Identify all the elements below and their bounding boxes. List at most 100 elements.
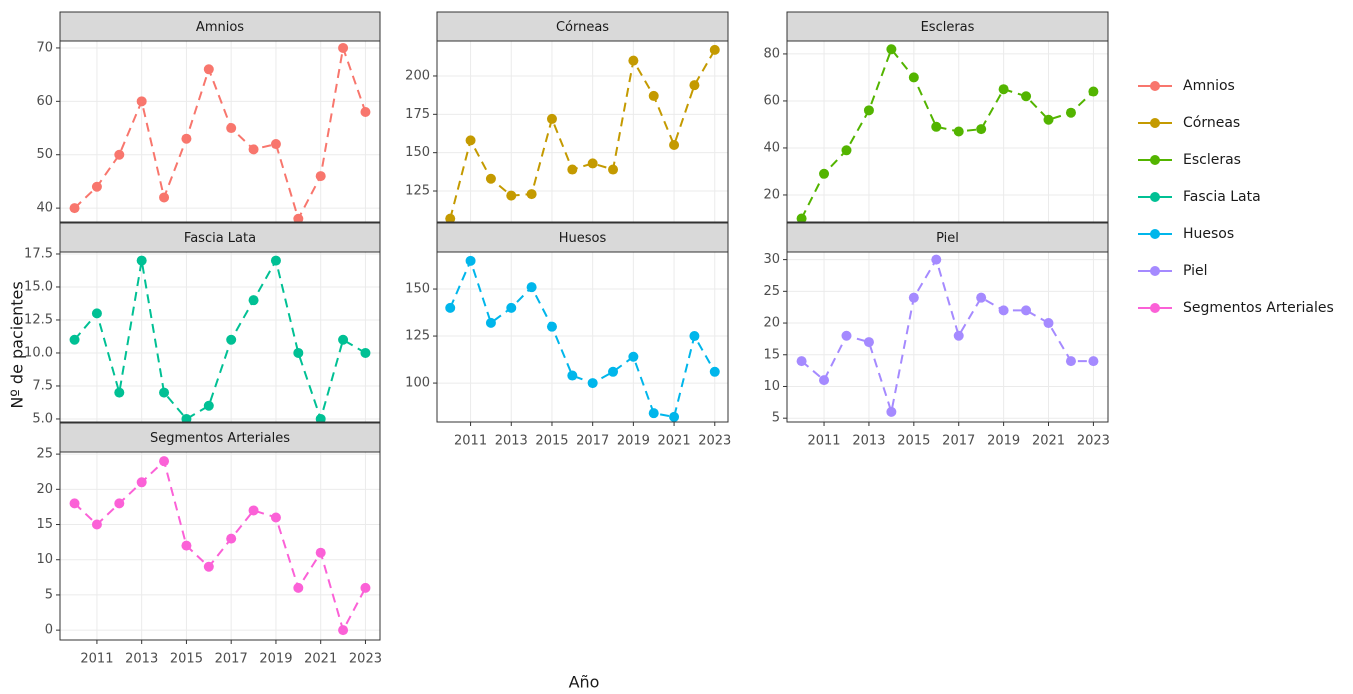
point [908, 72, 919, 83]
point [709, 44, 720, 55]
point [1088, 356, 1099, 367]
y-tick-label: 15.0 [24, 279, 53, 294]
y-tick-label: 100 [405, 376, 430, 391]
point [796, 213, 807, 224]
point [248, 505, 259, 516]
strip [59, 222, 381, 253]
strip-label: Fascia Lata [184, 231, 256, 246]
y-tick-label: 125 [405, 184, 430, 199]
point [91, 519, 102, 530]
x-tick-label: 2013 [125, 652, 158, 667]
x-tick-label: 2013 [495, 434, 528, 449]
y-tick-label: 175 [405, 107, 430, 122]
point [886, 44, 897, 55]
y-tick-label: 40 [763, 140, 780, 155]
point [648, 408, 659, 419]
x-tick-label: 2021 [658, 434, 691, 449]
point [998, 305, 1009, 316]
point [181, 133, 192, 144]
point [360, 347, 371, 358]
point [908, 292, 919, 303]
point [863, 337, 874, 348]
legend-point [1150, 192, 1160, 202]
strip [436, 222, 729, 253]
point [689, 80, 700, 91]
strip-label: Piel [936, 231, 959, 246]
y-axis-title: Nº de pacientes [8, 281, 27, 408]
y-tick-label: 40 [36, 201, 53, 216]
point [159, 456, 170, 467]
point [270, 255, 281, 266]
y-tick-label: 0 [45, 623, 53, 638]
point [159, 387, 170, 398]
point [976, 292, 987, 303]
legend-point [1150, 229, 1160, 239]
point [270, 139, 281, 150]
panel-background [60, 41, 380, 222]
point [953, 330, 964, 341]
point [819, 168, 830, 179]
y-tick-label: 10.0 [24, 345, 53, 360]
point [360, 107, 371, 118]
point [91, 181, 102, 192]
x-tick-label: 2019 [259, 652, 292, 667]
legend-point [1150, 303, 1160, 313]
point [136, 96, 147, 107]
x-tick-label: 2017 [576, 434, 609, 449]
legend-label: Fascia Lata [1183, 189, 1261, 205]
x-tick-label: 2011 [807, 434, 840, 449]
point [689, 331, 700, 342]
point [114, 498, 125, 509]
legend-label: Segmentos Arteriales [1183, 300, 1334, 316]
point [69, 203, 80, 214]
x-tick-label: 2023 [349, 652, 382, 667]
y-tick-label: 10 [763, 379, 780, 394]
point [315, 547, 326, 558]
x-tick-label: 2023 [698, 434, 731, 449]
series-line [800, 47, 1095, 219]
point [886, 406, 897, 417]
point [1065, 356, 1076, 367]
legend-point [1150, 155, 1160, 165]
strip [59, 11, 381, 42]
point [1065, 107, 1076, 118]
y-tick-label: 30 [763, 252, 780, 267]
y-tick-label: 12.5 [24, 312, 53, 327]
point [998, 84, 1009, 95]
y-tick-label: 80 [763, 46, 780, 61]
x-tick-label: 2015 [535, 434, 568, 449]
x-tick-label: 2017 [942, 434, 975, 449]
panel-background [787, 41, 1108, 222]
point [338, 334, 349, 345]
point [506, 190, 517, 201]
legend-label: Piel [1183, 263, 1208, 279]
point [608, 164, 619, 175]
point [485, 173, 496, 184]
legend-label: Huesos [1183, 226, 1234, 242]
point [159, 192, 170, 203]
point [248, 144, 259, 155]
point [587, 378, 598, 389]
x-tick-label: 2021 [304, 652, 337, 667]
strip-label: Córneas [556, 20, 609, 35]
point [338, 625, 349, 636]
y-tick-label: 60 [36, 94, 53, 109]
y-tick-label: 150 [405, 145, 430, 160]
point [293, 347, 304, 358]
point [226, 334, 237, 345]
y-tick-label: 15 [763, 347, 780, 362]
panel-background [437, 41, 728, 222]
y-tick-label: 25 [763, 284, 780, 299]
y-tick-label: 200 [405, 68, 430, 83]
point [628, 351, 639, 362]
point [567, 164, 578, 175]
strip [786, 222, 1109, 253]
point [181, 413, 192, 424]
series-line [73, 257, 366, 423]
strip [436, 11, 729, 42]
point [526, 189, 537, 200]
strip [59, 422, 381, 453]
point [293, 582, 304, 593]
point [1043, 318, 1054, 329]
